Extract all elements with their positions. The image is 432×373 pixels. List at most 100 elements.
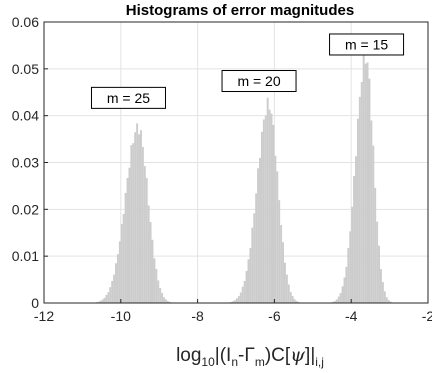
histogram-bar (257, 168, 260, 303)
histogram-bar (151, 239, 154, 303)
histogram-bar (276, 171, 279, 303)
y-tick-label: 0.04 (12, 108, 39, 124)
histogram-bar (115, 263, 117, 303)
histogram-bar (376, 221, 379, 303)
histogram-bar (282, 242, 284, 303)
annotation-box (329, 33, 405, 56)
annotation-label: m = 20 (237, 73, 280, 89)
x-tick-label: -12 (34, 308, 54, 324)
histogram-bar (132, 143, 135, 303)
histogram-bar (372, 145, 375, 303)
x-label-part-4: ]| (305, 345, 315, 366)
histogram-bar (255, 193, 258, 303)
x-tick-labels: -12 -10 -8 -6 -4 -2 (34, 308, 432, 324)
histogram-bar (149, 222, 152, 303)
histogram-bar (122, 214, 125, 303)
histogram-bar (355, 156, 357, 303)
histogram-bar (280, 225, 283, 303)
histogram-bar (389, 301, 392, 303)
histogram-bar (270, 113, 273, 303)
histogram-bar (380, 269, 382, 303)
annotation-box (221, 70, 297, 93)
histogram-bar (285, 274, 288, 303)
y-tick-label: 0.02 (12, 201, 39, 217)
x-tick-label: -6 (268, 308, 281, 324)
y-tick-label: 0.01 (12, 248, 39, 264)
histogram-bar (253, 213, 256, 303)
histogram-bar (266, 97, 269, 303)
histogram-bar (107, 292, 110, 303)
histogram-bar (293, 299, 296, 303)
histogram-bar (374, 187, 377, 303)
histogram-bar (297, 301, 300, 303)
histogram-bar (143, 166, 146, 303)
histogram-bar (335, 299, 338, 303)
annotations: m = 25 m = 20 m = 15 (90, 33, 405, 109)
histogram-bar (262, 119, 265, 303)
histogram-bar (237, 295, 240, 303)
x-label-sub-10: 10 (201, 355, 215, 369)
histogram-bar (164, 299, 167, 303)
histogram-bar (130, 145, 133, 303)
histogram-bar (368, 78, 371, 303)
histogram-bar (126, 178, 129, 303)
histogram-bar (145, 178, 148, 303)
histogram-bar (168, 301, 171, 303)
x-label-part-1: |(I (215, 345, 232, 366)
histogram-bar (157, 280, 160, 303)
histogram-bar (243, 280, 246, 303)
x-label-sub-n: n (231, 355, 238, 369)
histogram-bar (362, 54, 365, 304)
histogram-bar (337, 296, 340, 303)
x-label-sub-ij: i,j (315, 355, 324, 369)
histogram-bar (118, 241, 121, 303)
histogram-bar (161, 292, 164, 303)
histogram-bar (333, 300, 336, 303)
histogram-bar (163, 297, 165, 303)
x-tick-label: -2 (422, 308, 432, 324)
histogram-bar (155, 268, 158, 303)
histogram-bar (259, 157, 261, 303)
annotation-label: m = 15 (345, 36, 388, 52)
histogram-bar (345, 266, 348, 303)
histogram-bar (136, 123, 139, 304)
histogram-bar (381, 282, 384, 303)
x-tick-label: -10 (111, 308, 131, 324)
histogram-bar (251, 227, 254, 303)
histogram-bar (120, 223, 123, 303)
x-tick-label: -4 (345, 308, 358, 324)
histogram-bar (97, 301, 100, 303)
histogram-bar (291, 296, 294, 303)
histogram-bar (111, 280, 114, 303)
annotation-box (90, 86, 166, 109)
histogram-bar (103, 297, 106, 303)
histogram-bar (230, 301, 233, 303)
histogram-bar (249, 248, 252, 303)
histogram-bar (105, 295, 108, 303)
histogram-bar (278, 200, 281, 303)
x-axis-label: log10|(In-Γm)C[ψ]|i,j (176, 344, 324, 369)
histogram-bar (116, 254, 119, 303)
histogram-bar (99, 300, 102, 303)
histogram-bar (378, 245, 380, 303)
histogram-bar (349, 231, 352, 303)
histogram-bar (234, 300, 236, 303)
x-label-sub-m: m (255, 355, 265, 369)
x-label-part-3: )C[ (265, 345, 291, 366)
histogram-bar (295, 300, 298, 303)
histogram-bar (140, 130, 142, 303)
histogram-bar (241, 286, 244, 303)
histogram-bar (274, 155, 277, 303)
histogram-bar (153, 258, 156, 303)
y-tick-label: 0 (31, 295, 39, 311)
histogram-bar (134, 132, 137, 303)
histogram-bar (387, 299, 390, 303)
histogram-bar (128, 167, 131, 303)
y-tick-label: 0.05 (12, 61, 39, 77)
histogram-bar (247, 259, 250, 303)
histogram-bar (138, 134, 140, 303)
x-label-psi: ψ (290, 344, 306, 366)
histogram-bar (364, 63, 367, 304)
histogram-bar (351, 206, 354, 303)
